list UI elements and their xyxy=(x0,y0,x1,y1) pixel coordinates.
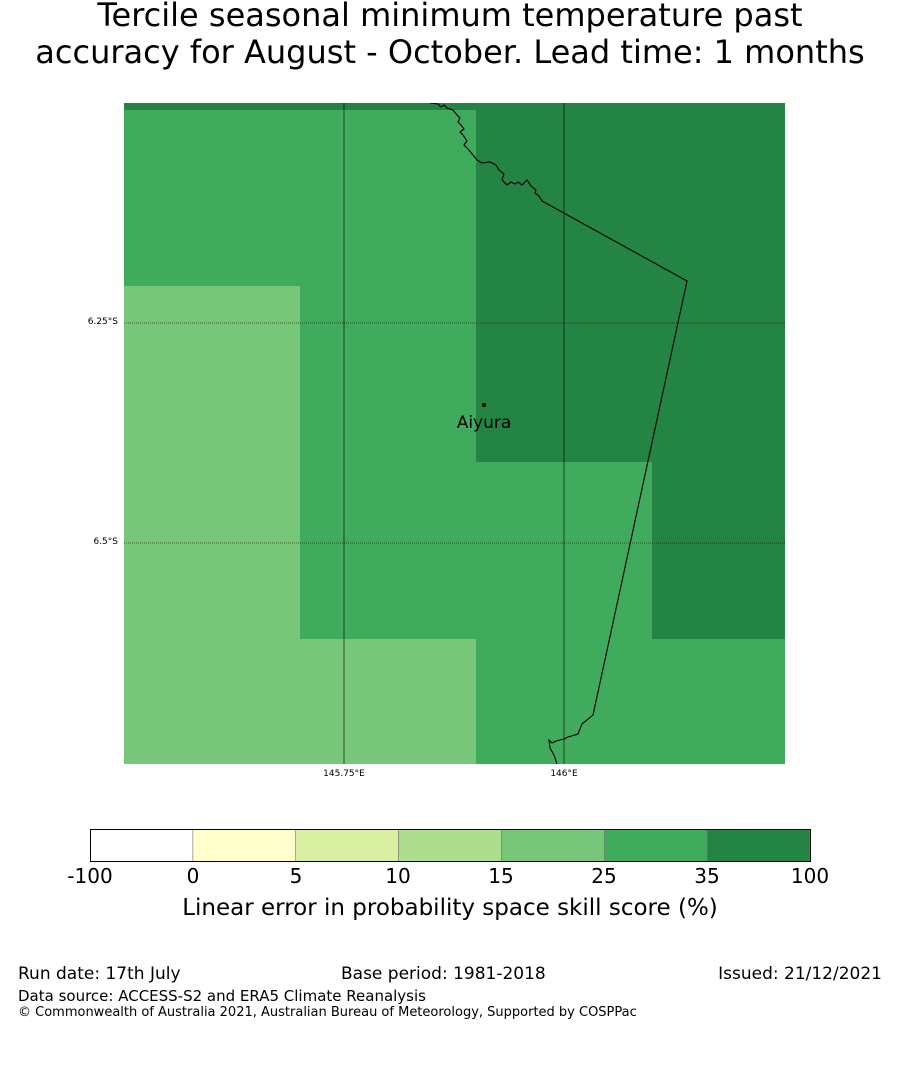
lon-label-146: 146°E xyxy=(550,769,578,779)
lon-label-145-75: 145.75°E xyxy=(323,769,365,779)
grid-cell-east-upper xyxy=(476,110,785,462)
lat-label-6-25: 6.25°S xyxy=(87,317,118,327)
colorbar-tick: 5 xyxy=(289,864,303,888)
colorbar-swatch xyxy=(192,829,297,862)
grid-cell-far-west-mid xyxy=(124,286,300,764)
colorbar-tick: 0 xyxy=(186,864,200,888)
grid-cell-center-south xyxy=(300,639,476,764)
colorbar-tick: 15 xyxy=(488,864,514,888)
colorbar-swatch xyxy=(706,829,811,862)
grid-cell-north-strip xyxy=(124,103,785,110)
lat-label-6-5: 6.5°S xyxy=(93,537,118,547)
grid-cell-east-mid xyxy=(652,462,785,639)
colorbar-tick: 25 xyxy=(591,864,617,888)
colorbar-swatch xyxy=(603,829,708,862)
grid-cell-west-upper xyxy=(124,110,476,286)
map-title-line-2: accuracy for August - October. Lead time… xyxy=(35,33,865,71)
aiyura-point xyxy=(482,403,486,407)
colorbar-swatch xyxy=(295,829,399,862)
data-source: Data source: ACCESS-S2 and ERA5 Climate … xyxy=(18,987,426,1005)
run-date: Run date: 17th July xyxy=(18,964,181,984)
skill-score-map: Aiyura xyxy=(124,103,785,764)
copyright-notice: © Commonwealth of Australia 2021, Austra… xyxy=(18,1005,637,1020)
grid-cell-east-south xyxy=(476,639,785,764)
grid-cell-center-mid xyxy=(300,286,476,639)
aiyura-label: Aiyura xyxy=(457,413,512,433)
colorbar-label: Linear error in probability space skill … xyxy=(182,895,718,921)
issued-date: Issued: 21/12/2021 xyxy=(718,964,882,984)
colorbar-tick: 10 xyxy=(385,864,411,888)
colorbar-tick: -100 xyxy=(67,864,113,888)
map-title-line-1: Tercile seasonal minimum temperature pas… xyxy=(97,0,803,34)
base-period: Base period: 1981-2018 xyxy=(341,964,546,984)
colorbar-tick: 100 xyxy=(790,864,830,888)
colorbar-tick: 35 xyxy=(694,864,720,888)
colorbar-swatch xyxy=(90,829,194,862)
province-boundary xyxy=(429,103,688,764)
colorbar xyxy=(90,829,811,862)
colorbar-swatch xyxy=(398,829,502,862)
colorbar-swatch xyxy=(501,829,605,862)
